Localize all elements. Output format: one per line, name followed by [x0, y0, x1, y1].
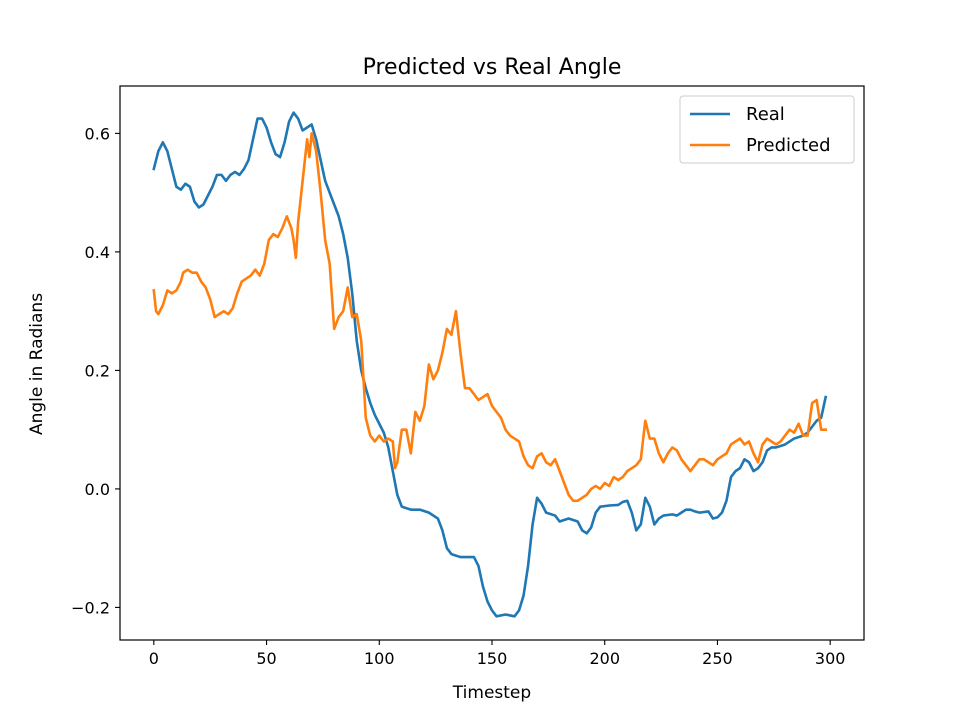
- x-axis: 0 50 100 150 200 250 300: [149, 640, 846, 668]
- legend-label-predicted: Predicted: [746, 135, 831, 156]
- y-tick-label: 0.4: [85, 243, 110, 262]
- legend: Real Predicted: [679, 95, 855, 164]
- series-line-predicted: [152, 132, 827, 503]
- y-tick-label: 0.2: [85, 361, 110, 380]
- x-tick-label: 150: [477, 649, 508, 668]
- plot-area: [119, 85, 865, 641]
- x-tick-label: 50: [256, 649, 276, 668]
- legend-label-real: Real: [746, 104, 785, 125]
- x-tick-label: 100: [364, 649, 395, 668]
- y-tick-label: 0.6: [85, 124, 110, 143]
- y-axis-label: Angle in Radians: [27, 293, 47, 435]
- plot-frame: [119, 85, 865, 641]
- y-tick-label: −0.2: [71, 598, 110, 617]
- x-axis-label: Timestep: [452, 683, 531, 703]
- x-tick-label: 0: [149, 649, 159, 668]
- y-axis: −0.2 0.0 0.2 0.4 0.6: [71, 124, 120, 617]
- x-tick-label: 300: [815, 649, 846, 668]
- y-tick-label: 0.0: [85, 480, 110, 499]
- x-tick-label: 250: [702, 649, 733, 668]
- chart-title: Predicted vs Real Angle: [363, 55, 622, 80]
- series-line-real: [152, 111, 828, 618]
- x-tick-label: 200: [589, 649, 620, 668]
